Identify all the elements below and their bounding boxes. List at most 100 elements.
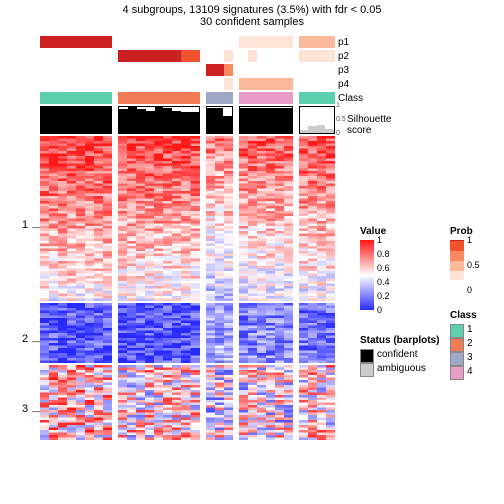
rowblock-label: 3 — [22, 403, 28, 415]
sil-bar — [207, 108, 215, 133]
prob-cell — [49, 64, 58, 76]
sil-bar — [266, 108, 275, 133]
prob-cell — [266, 78, 275, 90]
prob-cell — [154, 36, 163, 48]
class-cell — [154, 92, 163, 104]
prob-cell — [76, 78, 85, 90]
value-tick: 0.6 — [377, 263, 390, 273]
prob-cell — [284, 50, 293, 62]
prob-cell — [136, 78, 145, 90]
heatmap-block-1 — [40, 136, 335, 301]
class-legend-label: Class — [450, 310, 477, 321]
prob-cell — [49, 78, 58, 90]
prob-cell — [284, 78, 293, 90]
prob-cell — [317, 36, 326, 48]
prob-cell — [163, 50, 172, 62]
prob-cell — [275, 36, 284, 48]
prob-cell — [163, 36, 172, 48]
class-cell — [248, 92, 257, 104]
prob-cell — [317, 78, 326, 90]
prob-cell — [224, 64, 233, 76]
class-cell — [215, 92, 224, 104]
prob-cell — [40, 50, 49, 62]
class-cell — [103, 92, 112, 104]
silhouette-row — [40, 106, 335, 134]
sil-bar — [41, 106, 50, 133]
class-cell — [317, 92, 326, 104]
class-cell — [40, 92, 49, 104]
class-item: 1 — [467, 324, 473, 335]
group — [299, 78, 335, 90]
class-cell — [76, 92, 85, 104]
status-swatch — [360, 363, 374, 377]
class-cell — [145, 92, 154, 104]
sil-bar — [181, 112, 190, 133]
track-area — [40, 36, 335, 442]
sil-bar — [274, 108, 283, 133]
sil-bar — [59, 106, 68, 133]
value-tick: 0.2 — [377, 291, 390, 301]
class-swatch — [450, 338, 464, 352]
heatmap-group — [40, 303, 112, 363]
prob-cell — [103, 64, 112, 76]
titles: 4 subgroups, 13109 signatures (3.5%) wit… — [0, 0, 504, 28]
sil-bar — [163, 108, 172, 133]
sil-bar — [308, 126, 317, 133]
heatmap-group — [40, 136, 112, 301]
prob-cell — [224, 78, 233, 90]
prob-cell — [191, 36, 200, 48]
class-cell — [118, 92, 127, 104]
prob-cell — [215, 36, 224, 48]
prob-cell — [224, 50, 233, 62]
sil-bar — [137, 109, 146, 133]
prob-cell — [172, 50, 181, 62]
prob-cell — [284, 36, 293, 48]
class-swatch — [450, 366, 464, 380]
class-cell — [127, 92, 136, 104]
sil-bar — [94, 106, 103, 133]
prob-cell — [248, 36, 257, 48]
prob-cell — [215, 78, 224, 90]
group — [299, 50, 335, 62]
prob-cell — [215, 50, 224, 62]
class-cell — [266, 92, 275, 104]
prob-cell — [191, 50, 200, 62]
prob-cell — [145, 78, 154, 90]
prob-cell — [103, 50, 112, 62]
prob-cell — [40, 78, 49, 90]
class-cell — [308, 92, 317, 104]
rowblock-tick: — — [32, 223, 40, 232]
prob-cell — [248, 50, 257, 62]
prob-cell — [257, 36, 266, 48]
silhouette-group — [239, 106, 293, 134]
group — [206, 64, 233, 76]
prob-cell — [317, 64, 326, 76]
prob-cell — [299, 50, 308, 62]
group — [118, 36, 199, 48]
rowblock-tick: — — [32, 337, 40, 346]
prob-cell — [136, 64, 145, 76]
prob-cell — [94, 78, 103, 90]
rowblock-tick: — — [32, 407, 40, 416]
class-label: Class — [338, 93, 363, 104]
group — [40, 78, 112, 90]
group — [239, 50, 293, 62]
group — [299, 36, 335, 48]
prob-row-p1 — [40, 36, 335, 48]
group — [40, 50, 112, 62]
prob-cell — [127, 36, 136, 48]
heatmap-group — [239, 136, 293, 301]
prob-cell — [326, 64, 335, 76]
class-cell — [181, 92, 190, 104]
sil-bar — [155, 106, 164, 133]
prob-cell — [145, 64, 154, 76]
prob-gradient — [450, 240, 464, 293]
class-cell — [172, 92, 181, 104]
prob-cell — [136, 50, 145, 62]
prob-cell — [40, 64, 49, 76]
heatmap-block-2 — [40, 303, 335, 363]
group — [118, 78, 199, 90]
prob-cell — [85, 64, 94, 76]
prob-row-p2 — [40, 50, 335, 62]
prob-cell — [103, 78, 112, 90]
